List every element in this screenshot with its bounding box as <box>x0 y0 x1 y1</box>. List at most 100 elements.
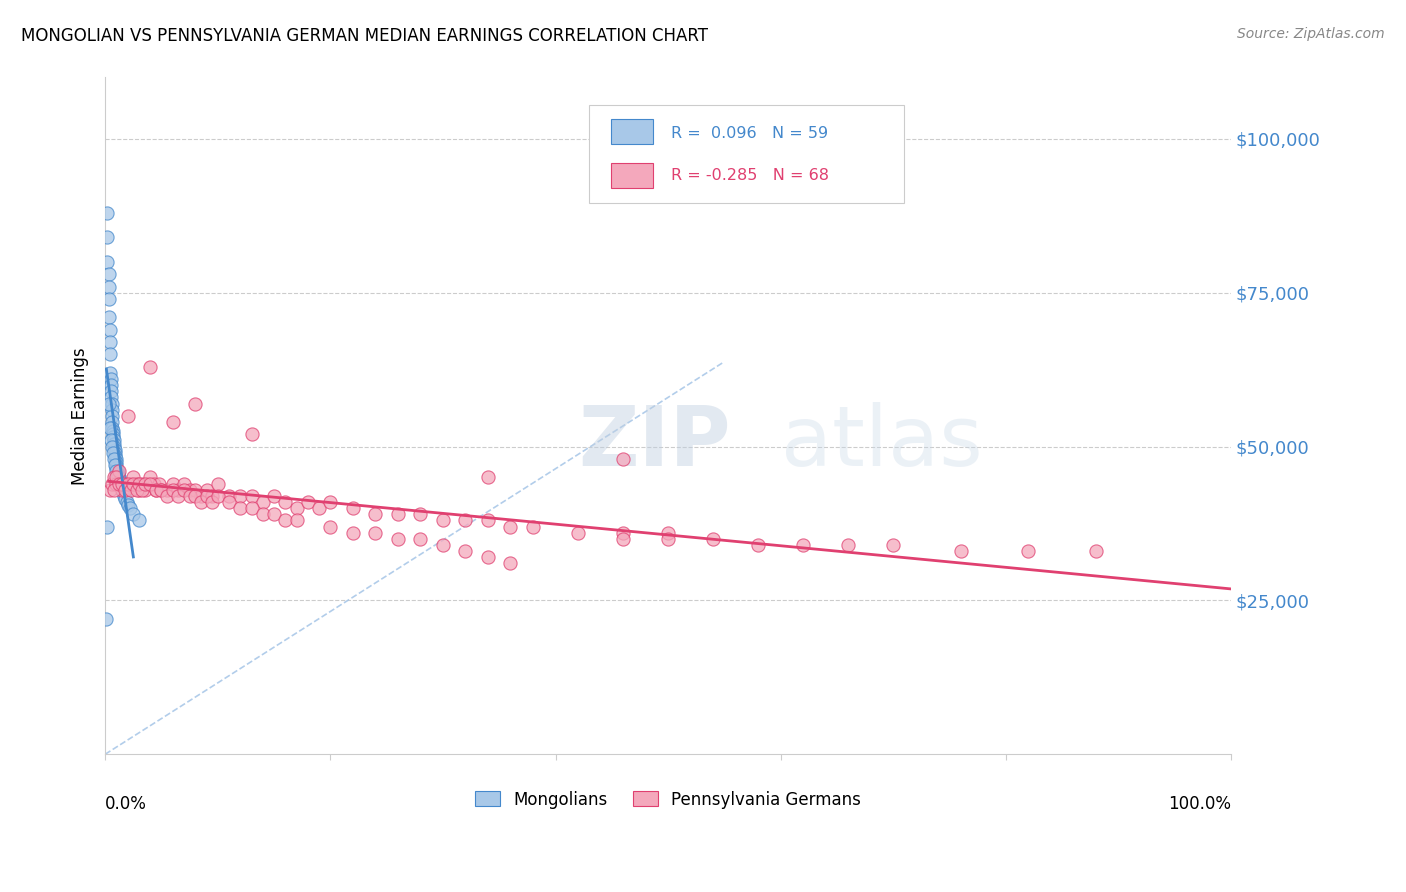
Point <box>98 323 121 337</box>
Point <box>107 464 129 478</box>
Point <box>104 446 127 460</box>
Point <box>114 491 136 506</box>
Point <box>612 525 634 540</box>
Point <box>364 525 387 540</box>
Text: ZIP: ZIP <box>578 402 731 483</box>
Point <box>103 470 125 484</box>
Point <box>657 525 679 540</box>
Point <box>240 427 263 442</box>
Point <box>107 464 129 478</box>
Point <box>101 421 124 435</box>
Point <box>101 409 124 423</box>
Point <box>319 495 342 509</box>
Point <box>97 268 120 282</box>
Point <box>117 498 139 512</box>
Point <box>156 483 179 497</box>
Point <box>218 495 240 509</box>
Point <box>142 476 165 491</box>
Point <box>98 334 121 349</box>
Point <box>477 550 499 565</box>
Point <box>101 476 124 491</box>
Text: Source: ZipAtlas.com: Source: ZipAtlas.com <box>1237 27 1385 41</box>
Point <box>612 451 634 466</box>
Point <box>837 538 859 552</box>
Point <box>173 476 195 491</box>
Point <box>218 489 240 503</box>
Point <box>105 464 128 478</box>
Point <box>118 501 141 516</box>
Point <box>179 483 201 497</box>
Point <box>1017 544 1039 558</box>
Text: R =  0.096   N = 59: R = 0.096 N = 59 <box>672 126 828 141</box>
Text: 100.0%: 100.0% <box>1168 795 1232 813</box>
Point <box>499 557 522 571</box>
Point <box>107 470 129 484</box>
Point <box>285 501 308 516</box>
Point <box>477 513 499 527</box>
Bar <box>610 119 654 145</box>
Point <box>134 476 156 491</box>
Point <box>97 279 120 293</box>
Point <box>184 489 207 503</box>
Point <box>139 359 162 374</box>
Point <box>184 396 207 410</box>
Point <box>274 495 297 509</box>
Point <box>173 483 195 497</box>
Point <box>319 519 342 533</box>
Point <box>274 513 297 527</box>
Point <box>103 434 125 448</box>
Point <box>477 470 499 484</box>
Point <box>285 513 308 527</box>
Point <box>522 519 544 533</box>
Point <box>97 292 120 306</box>
Point <box>195 489 218 503</box>
Point <box>117 476 139 491</box>
Point <box>657 532 679 546</box>
FancyBboxPatch shape <box>589 104 904 202</box>
Point <box>98 421 121 435</box>
Point <box>252 495 274 509</box>
Point <box>184 483 207 497</box>
Text: atlas: atlas <box>780 402 983 483</box>
Point <box>98 366 121 380</box>
Point <box>111 483 134 497</box>
Point <box>387 508 409 522</box>
Point <box>103 451 125 466</box>
Point <box>612 532 634 546</box>
Point <box>167 483 190 497</box>
Point <box>792 538 814 552</box>
Point <box>195 483 218 497</box>
Point <box>100 372 122 386</box>
Point <box>131 483 153 497</box>
Point <box>409 508 432 522</box>
Point <box>263 508 285 522</box>
Point <box>105 470 128 484</box>
Point <box>145 483 167 497</box>
Point <box>190 489 212 503</box>
Point <box>201 489 224 503</box>
Point <box>107 467 129 482</box>
Point <box>103 436 125 450</box>
Point <box>432 513 454 527</box>
Point <box>949 544 972 558</box>
Point <box>454 544 477 558</box>
Point <box>114 476 136 491</box>
Point <box>104 449 127 463</box>
Point <box>125 476 148 491</box>
Point <box>115 495 138 509</box>
Point <box>297 495 319 509</box>
Point <box>139 470 162 484</box>
Point <box>364 508 387 522</box>
Point <box>134 483 156 497</box>
Point <box>702 532 724 546</box>
Point <box>162 476 184 491</box>
Point <box>139 476 162 491</box>
Point <box>201 495 224 509</box>
Point <box>136 476 159 491</box>
Point <box>107 470 129 484</box>
Point <box>101 446 124 460</box>
Point <box>150 483 173 497</box>
Point <box>112 489 135 503</box>
Point <box>252 508 274 522</box>
Point <box>128 483 150 497</box>
